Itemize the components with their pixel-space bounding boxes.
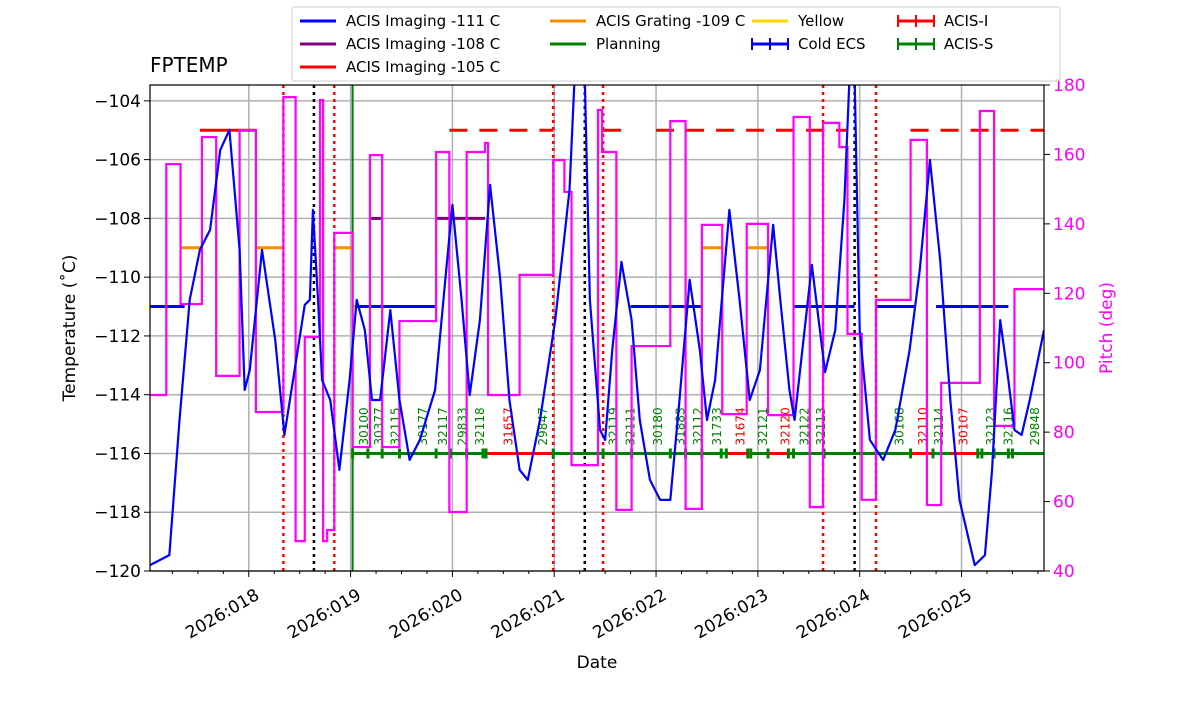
y-tick-label: −104 <box>94 92 141 112</box>
y2-tick-label: 180 <box>1053 76 1085 96</box>
obsid-label: 32114 <box>932 407 946 445</box>
legend-entry-label: Cold ECS <box>798 35 866 53</box>
x-tick-label: 2026:018 <box>182 585 263 643</box>
y2-tick-label: 80 <box>1053 423 1075 443</box>
legend-entry-label: ACIS-S <box>944 35 993 53</box>
y2-tick-label: 40 <box>1053 562 1075 582</box>
pitch-line <box>150 96 1044 543</box>
obsid-label: 30180 <box>651 407 665 445</box>
obsid-label: 30100 <box>357 407 371 445</box>
x-tick-label: 2026:025 <box>895 585 976 643</box>
x-tick-label: 2026:020 <box>386 585 467 643</box>
legend-entry-label: ACIS-I <box>944 12 988 30</box>
plot-frame <box>149 84 1045 572</box>
obsid-label: 32113 <box>814 407 828 445</box>
temperature-line <box>150 85 1044 567</box>
x-tick-label: 2026:023 <box>691 585 772 643</box>
x-tick-label: 2026:024 <box>793 585 874 643</box>
obsid-label: 32120 <box>778 407 792 445</box>
y-tick-label: −118 <box>94 503 141 523</box>
x-tick-label: 2026:019 <box>284 585 365 643</box>
obsid-label: 29848 <box>1028 407 1042 445</box>
clipped-marks: 30100 30377 32115 30177 32117 29833 32118 31657… <box>150 85 1044 571</box>
legend-entry-label: Yellow <box>797 12 844 30</box>
legend-entry-label: ACIS Imaging -105 C <box>346 58 500 76</box>
y-tick-label: −112 <box>94 327 141 347</box>
y2-tick-label: 100 <box>1053 354 1085 374</box>
plot-marks: 30100 30377 32115 30177 32117 29833 32118 31657… <box>150 85 1044 571</box>
x-axis-label: Date <box>577 653 618 673</box>
y-tick-label: −120 <box>94 562 141 582</box>
y2-tick-label: 120 <box>1053 284 1085 304</box>
obsid-label: 32118 <box>473 407 487 445</box>
obsid-label: 32117 <box>436 407 450 445</box>
obsid-label: 30168 <box>892 407 906 445</box>
obsid-label: 32122 <box>798 407 812 445</box>
legend-entry-label: ACIS Grating -109 C <box>596 12 745 30</box>
y-tick-label: −114 <box>94 386 141 406</box>
chart-title: FPTEMP <box>150 53 228 77</box>
obsid-label: 32121 <box>756 407 770 445</box>
y-tick-label: −116 <box>94 444 141 464</box>
obsid-label: 30377 <box>372 407 386 445</box>
y2-tick-label: 60 <box>1053 493 1075 513</box>
legend-entry-label: Planning <box>596 35 661 53</box>
obsid-label: 30107 <box>957 407 971 445</box>
y2-tick-label: 160 <box>1053 145 1085 165</box>
obsid-label: 31674 <box>734 407 748 445</box>
y2-tick-label: 140 <box>1053 215 1085 235</box>
x-tick-label: 2026:021 <box>488 585 569 643</box>
y2-axis-label: Pitch (deg) <box>1097 282 1117 374</box>
y-axis-label: Temperature (˚C) <box>59 255 80 403</box>
obsid-label: 31733 <box>710 407 724 445</box>
y-tick-label: −106 <box>94 151 141 171</box>
y-tick-label: −108 <box>94 209 141 229</box>
y-tick-label: −110 <box>94 268 141 288</box>
legend-entry-label: ACIS Imaging -108 C <box>346 35 500 53</box>
legend-box <box>291 6 1061 82</box>
legend: ACIS Imaging -111 C ACIS Imaging -108 C AC… <box>291 6 1061 82</box>
legend-entry-label: ACIS Imaging -111 C <box>346 12 500 30</box>
x-tick-label: 2026:022 <box>590 585 671 643</box>
